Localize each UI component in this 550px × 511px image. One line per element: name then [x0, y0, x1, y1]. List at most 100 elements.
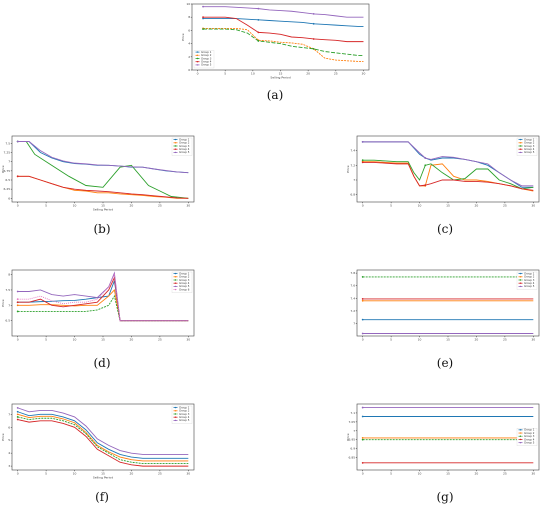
x-axis-label: Selling Period [93, 476, 113, 480]
y-tick-label: 7.2 [350, 309, 355, 313]
legend-box [171, 137, 193, 156]
legend-marker [519, 142, 522, 144]
series-point [16, 406, 19, 409]
series-line-3 [17, 416, 189, 464]
series-point [361, 438, 364, 441]
series-point [202, 5, 204, 8]
series-point [16, 413, 19, 416]
legend-entry: Group 5 [524, 284, 535, 288]
y-tick-label: 10 [186, 2, 190, 6]
legend-box [516, 137, 538, 156]
series-point [257, 40, 260, 42]
y-tick-label: 4 [188, 42, 190, 46]
y-tick-label: 7 [8, 160, 10, 164]
legend-marker [174, 406, 177, 409]
legend-entry: Group 1 [524, 428, 535, 432]
legend-marker [174, 138, 177, 141]
x-tick-label: 5 [45, 204, 47, 208]
series-line-1 [203, 18, 364, 27]
series-point [16, 416, 19, 418]
x-axis-label: Selling Period [270, 76, 290, 80]
legend-marker [519, 282, 522, 284]
y-tick-label: 7.25 [4, 151, 11, 155]
x-tick-label: 10 [418, 338, 422, 342]
plot-frame [11, 135, 195, 203]
series-point [202, 17, 204, 20]
legend-entry: Group 5 [524, 440, 535, 444]
series-point [16, 418, 19, 421]
y-tick-label: 3 [8, 464, 10, 468]
y-tick-label: 7 [353, 178, 355, 182]
series-line-1 [362, 141, 534, 188]
y-tick-label: 7 [8, 303, 10, 307]
y-tick-label: 6 [8, 425, 10, 429]
panel-c: 0 5 10 15 20 25 30 6.8 7 7.2 7.4 Price Group 1 Group … [345, 132, 545, 212]
x-tick-label: 25 [158, 338, 162, 342]
y-tick-label: 6.9 [350, 447, 355, 451]
series-point [424, 164, 427, 167]
legend-marker [174, 145, 177, 147]
legend-marker [519, 145, 522, 147]
y-tick-label: 4 [8, 451, 10, 455]
x-tick-label: 25 [503, 472, 507, 476]
legend-entry: Group 2 [179, 409, 190, 413]
series-line-5 [203, 6, 364, 18]
series-line-4 [17, 276, 189, 322]
legend-entry: Group 4 [524, 437, 535, 441]
series-point [312, 22, 315, 25]
x-tick-label: 10 [73, 472, 77, 476]
legend-marker [174, 151, 177, 154]
legend-box [516, 428, 538, 446]
series-point [16, 310, 19, 313]
legend-marker [519, 148, 522, 150]
series-line-4 [203, 16, 364, 43]
x-tick-label: 15 [101, 472, 105, 476]
legend-marker [174, 416, 177, 418]
x-tick-label: 0 [362, 472, 364, 476]
y-tick-label: 6.85 [349, 456, 356, 460]
legend-marker [519, 272, 522, 275]
series-point [16, 290, 19, 293]
series-line-2 [17, 413, 189, 462]
series-point [361, 299, 364, 302]
caption-e: (e) [436, 356, 454, 370]
legend-box [171, 405, 193, 424]
chart-b: 0 5 10 15 20 25 30 6 6.25 6.5 6.75 7 7.25 7.5 Selling … [1, 135, 195, 212]
legend-marker [196, 57, 199, 60]
series-line-3 [17, 141, 189, 199]
x-tick-label: 10 [73, 338, 77, 342]
y-tick-label: 6.25 [4, 187, 11, 191]
y-tick-label: 6.8 [350, 193, 355, 197]
x-tick-label: 20 [475, 204, 479, 208]
series-point [202, 28, 204, 30]
series-line-3 [17, 294, 189, 322]
y-tick-label: 2 [188, 55, 190, 59]
plot-frame [11, 403, 195, 471]
x-tick-label: 30 [186, 204, 190, 208]
caption-g: (g) [436, 490, 454, 504]
x-tick-label: 25 [503, 338, 507, 342]
series-point [312, 38, 315, 40]
series-line-4 [17, 175, 189, 199]
caption-a: (a) [266, 88, 284, 102]
x-tick-label: 0 [17, 338, 19, 342]
y-axis-label: Price [346, 165, 350, 172]
series-line-4 [17, 419, 189, 467]
series-point [361, 276, 364, 278]
series-point [16, 304, 19, 307]
x-tick-label: 15 [446, 338, 450, 342]
x-tick-label: 15 [446, 204, 450, 208]
series-point [361, 436, 364, 439]
legend-entry: Group 4 [179, 415, 190, 419]
series-line-4 [362, 161, 534, 191]
legend-entry: Group 5 [524, 150, 535, 154]
series-point [16, 140, 19, 143]
legend-entry: Group 1 [179, 271, 190, 275]
series-line-5 [17, 407, 189, 455]
